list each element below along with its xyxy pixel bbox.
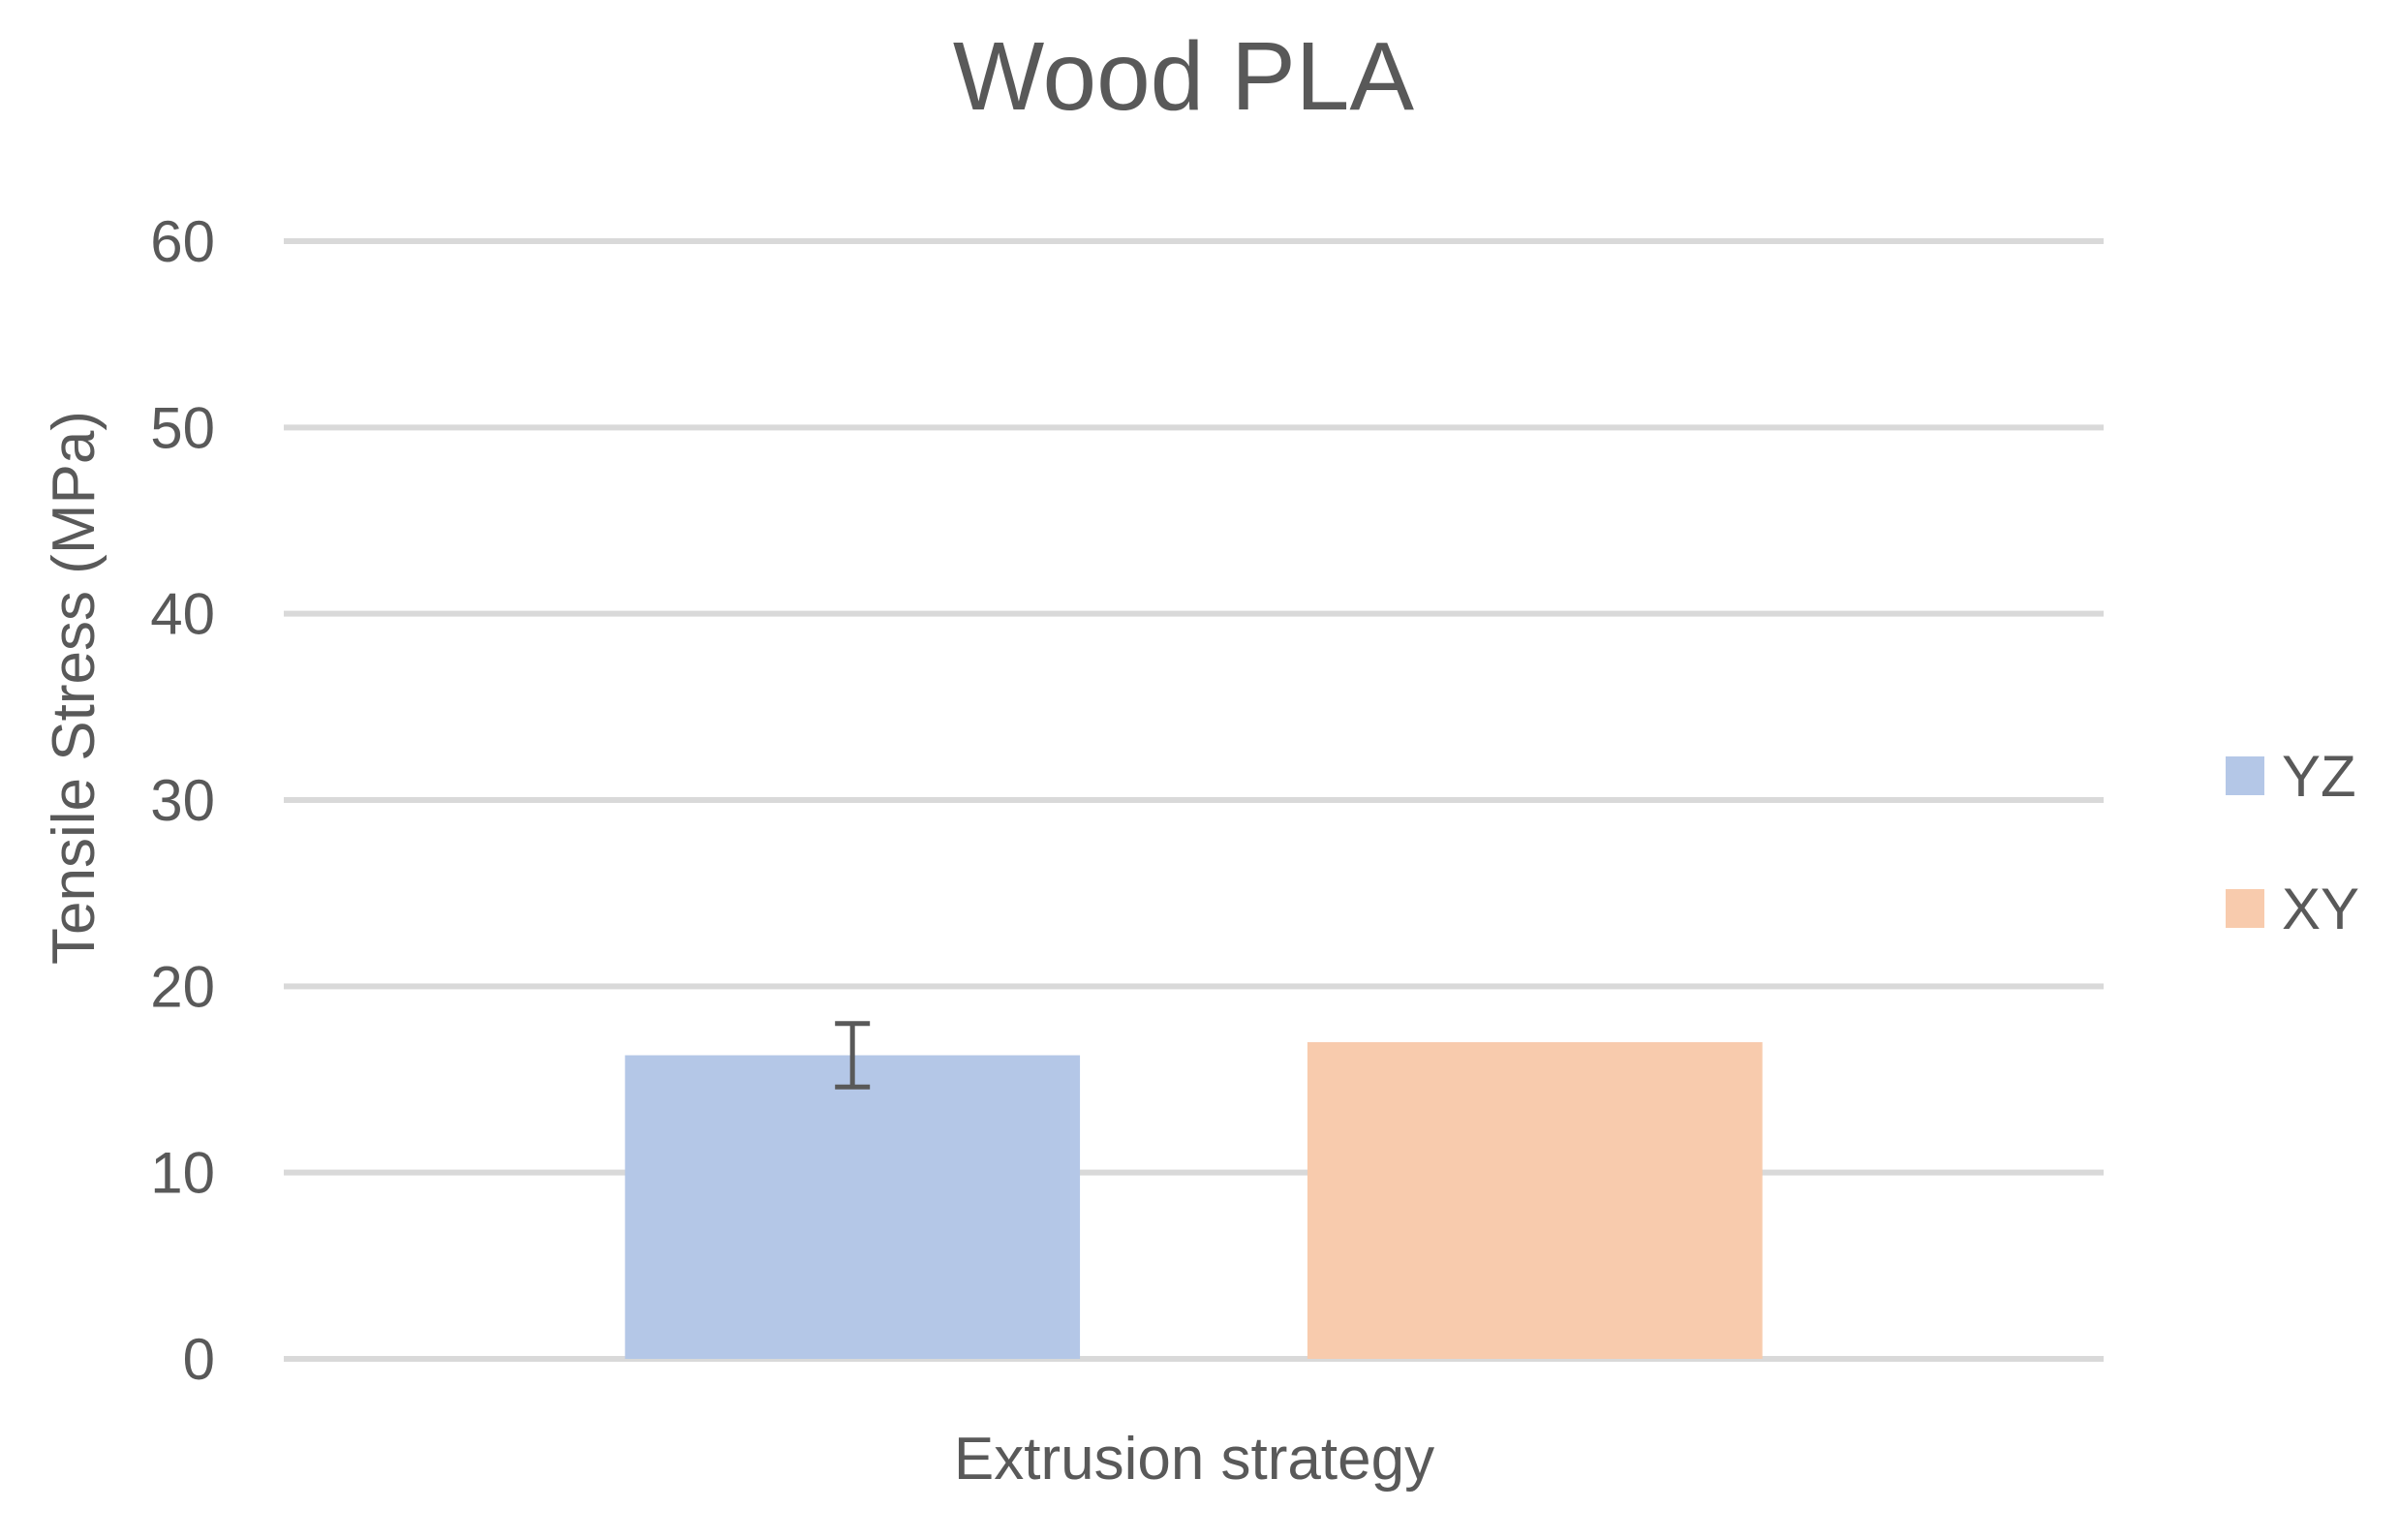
- bars: [625, 1042, 1763, 1359]
- y-axis-title: Tensile Stress (MPa): [41, 411, 108, 965]
- error-bars: [835, 1021, 871, 1090]
- chart-title: Wood PLA: [953, 22, 1415, 131]
- y-axis-tick-labels: 0 10 20 30 40 50 60: [150, 209, 215, 1392]
- legend: YZ XY: [2226, 744, 2359, 941]
- y-tick-label-30: 30: [150, 768, 215, 833]
- bar-yz: [625, 1055, 1081, 1359]
- x-axis-title: Extrusion strategy: [954, 1426, 1434, 1493]
- legend-label-yz: YZ: [2282, 744, 2356, 809]
- legend-swatch-xy: [2226, 889, 2264, 928]
- y-tick-label-10: 10: [150, 1141, 215, 1206]
- y-tick-label-60: 60: [150, 209, 215, 274]
- legend-swatch-yz: [2226, 756, 2264, 795]
- bar-xy: [1307, 1042, 1763, 1359]
- y-tick-label-40: 40: [150, 582, 215, 647]
- y-tick-label-0: 0: [183, 1327, 215, 1392]
- legend-label-xy: XY: [2282, 877, 2359, 941]
- gridlines: [284, 238, 2104, 1362]
- y-tick-label-50: 50: [150, 395, 215, 460]
- y-tick-label-20: 20: [150, 954, 215, 1019]
